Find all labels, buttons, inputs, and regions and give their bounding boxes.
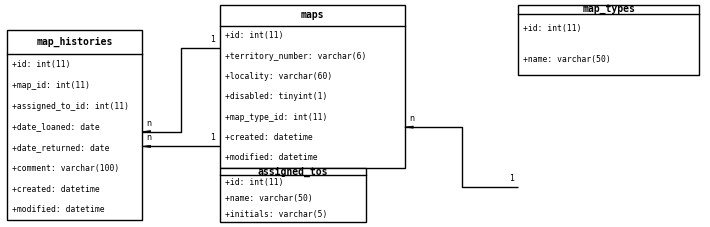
Text: +initials: varchar(5): +initials: varchar(5) — [225, 210, 327, 219]
Text: n: n — [409, 114, 415, 123]
Bar — [220, 5, 405, 168]
Text: +id: int(11): +id: int(11) — [225, 178, 283, 188]
Text: +id: int(11): +id: int(11) — [225, 32, 283, 40]
Text: assigned_tos: assigned_tos — [258, 166, 328, 177]
Text: +created: datetime: +created: datetime — [12, 185, 100, 194]
Text: +modified: datetime: +modified: datetime — [225, 153, 317, 162]
Text: n: n — [146, 133, 152, 142]
Polygon shape — [142, 131, 151, 133]
Polygon shape — [405, 126, 413, 128]
Text: +disabled: tinyint(1): +disabled: tinyint(1) — [225, 92, 327, 101]
Text: +comment: varchar(100): +comment: varchar(100) — [12, 164, 119, 173]
Text: map_histories: map_histories — [36, 37, 113, 47]
Text: n: n — [146, 118, 152, 128]
Text: +map_id: int(11): +map_id: int(11) — [12, 81, 90, 90]
Text: +date_loaned: date: +date_loaned: date — [12, 122, 100, 131]
Polygon shape — [142, 145, 151, 148]
Text: +id: int(11): +id: int(11) — [12, 60, 70, 69]
Text: +id: int(11): +id: int(11) — [523, 25, 581, 34]
Bar — [7, 30, 142, 220]
Text: +locality: varchar(60): +locality: varchar(60) — [225, 72, 332, 81]
Bar — [220, 168, 366, 222]
Text: +modified: datetime: +modified: datetime — [12, 205, 104, 214]
Text: +name: varchar(50): +name: varchar(50) — [225, 194, 313, 203]
Text: +map_type_id: int(11): +map_type_id: int(11) — [225, 113, 327, 122]
Text: +name: varchar(50): +name: varchar(50) — [523, 55, 611, 64]
Text: 1: 1 — [210, 35, 216, 44]
Text: maps: maps — [300, 10, 324, 20]
Text: map_types: map_types — [582, 4, 635, 14]
Text: 1: 1 — [210, 133, 216, 142]
Text: +territory_number: varchar(6): +territory_number: varchar(6) — [225, 52, 366, 61]
Text: +date_returned: date: +date_returned: date — [12, 143, 109, 152]
Text: +created: datetime: +created: datetime — [225, 133, 313, 142]
Text: 1: 1 — [508, 174, 514, 183]
Text: +assigned_to_id: int(11): +assigned_to_id: int(11) — [12, 102, 129, 111]
Bar — [518, 5, 699, 75]
